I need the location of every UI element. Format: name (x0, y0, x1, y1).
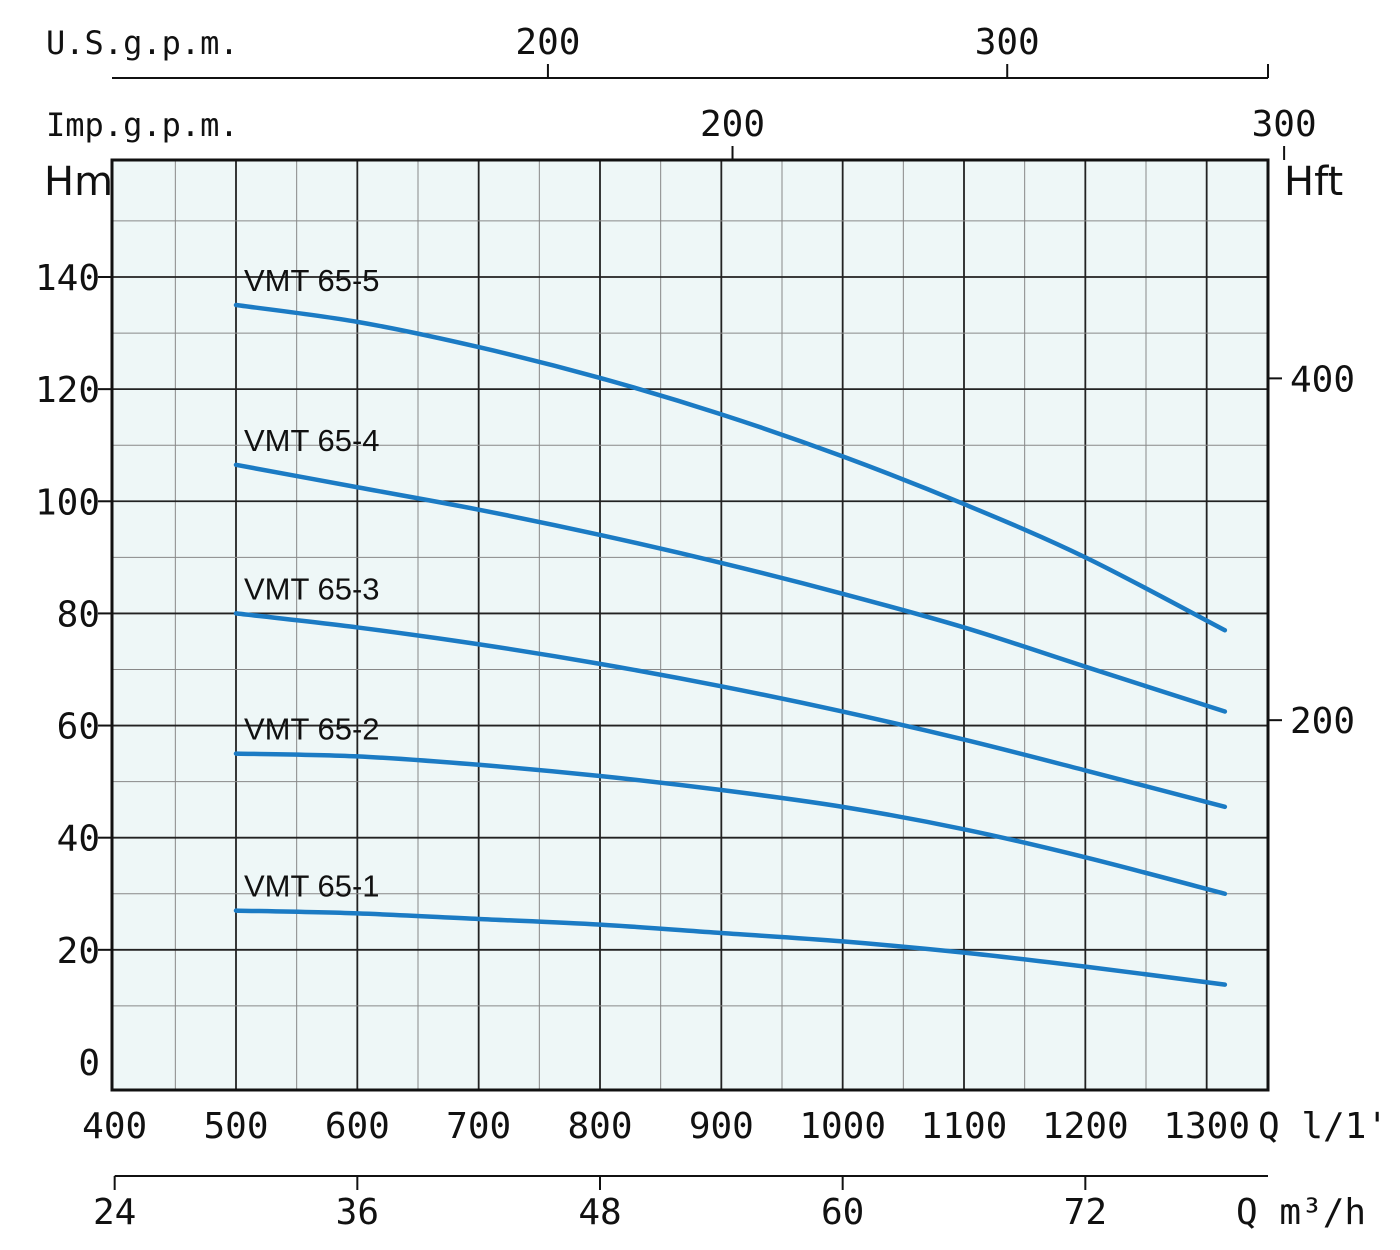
series-label-2: VMT 65-4 (244, 423, 380, 458)
usgpm-axis-label: U.S.g.p.m. (46, 24, 239, 62)
left-tick-label: 20 (57, 931, 100, 972)
series-label-1: VMT 65-5 (244, 263, 380, 298)
bottom-axis-label: Q l/1' (1258, 1106, 1388, 1147)
bottom-tick-label: 700 (446, 1106, 511, 1147)
usgpm-tick-label: 300 (975, 22, 1040, 63)
bottom-tick-label: 500 (203, 1106, 268, 1147)
series-lines (233, 302, 1228, 987)
bottom-tick-label: 1000 (799, 1106, 886, 1147)
right-tick-label: 400 (1290, 359, 1355, 400)
series-line-4 (233, 751, 1228, 897)
left-tick-label: 80 (57, 594, 100, 635)
left-tick-label: 100 (35, 482, 100, 523)
bottom-tick-label: 800 (567, 1106, 632, 1147)
m3h-tick-label: 72 (1064, 1192, 1107, 1233)
m3h-axis-label: Q m³/h (1236, 1192, 1366, 1233)
left-tick-label: 60 (57, 707, 100, 748)
bottom-tick-label: 1300 (1163, 1106, 1250, 1147)
m3h-tick-label: 48 (578, 1192, 621, 1233)
bottom-tick-label: 1200 (1042, 1106, 1129, 1147)
series-line-2 (233, 462, 1228, 714)
right-axis-label: Hft (1284, 159, 1343, 205)
m3h-tick-label: 36 (336, 1192, 379, 1233)
series-labels: VMT 65-5 VMT 65-4 VMT 65-3 VMT 65-2 VMT 65-1 (244, 263, 380, 904)
left-tick-label: 40 (57, 819, 100, 860)
series-label-3: VMT 65-3 (244, 571, 380, 606)
left-tick-label: 140 (35, 258, 100, 299)
left-tick-label: 120 (35, 370, 100, 411)
m3h-tick-label: 60 (821, 1192, 864, 1233)
axes: Hm 0 20 40 60 80 100 120 140 Hft 200 400 400 500 600 70… (35, 22, 1388, 1233)
impgpm-tick-label: 300 (1252, 104, 1317, 145)
series-line-5 (233, 908, 1228, 987)
left-axis-label: Hm (44, 159, 113, 205)
bottom-tick-label: 900 (689, 1106, 754, 1147)
series-label-5: VMT 65-1 (244, 869, 380, 904)
bottom-tick-label: 600 (325, 1106, 390, 1147)
right-tick-label: 200 (1290, 701, 1355, 742)
m3h-tick-label: 24 (93, 1192, 136, 1233)
plot-frame (110, 158, 1270, 1092)
bottom-tick-label: 400 (82, 1106, 147, 1147)
impgpm-axis-label: Imp.g.p.m. (46, 106, 239, 144)
impgpm-tick-label: 200 (700, 104, 765, 145)
series-line-1 (233, 302, 1228, 633)
left-tick-label: 0 (78, 1043, 100, 1084)
series-line-3 (233, 611, 1228, 810)
usgpm-tick-label: 200 (515, 22, 580, 63)
series-label-4: VMT 65-2 (244, 712, 380, 747)
bottom-tick-label: 1100 (921, 1106, 1008, 1147)
